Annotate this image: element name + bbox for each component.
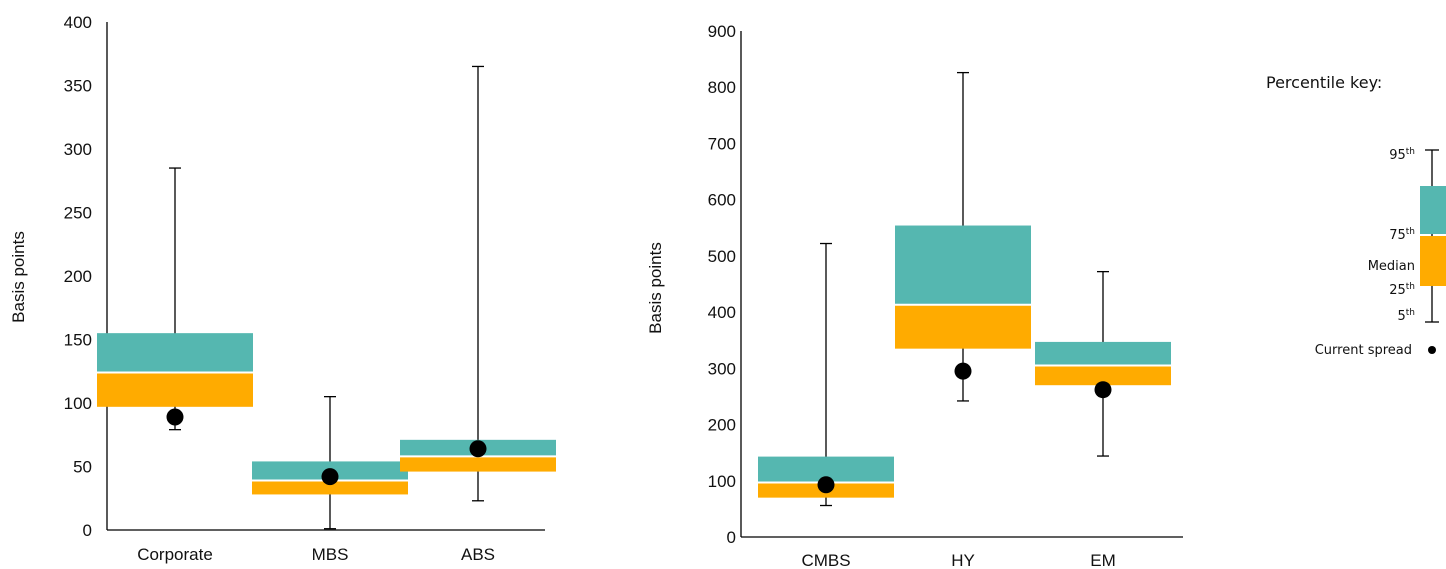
box-hy	[895, 71, 1031, 402]
y-tick-label: 800	[708, 78, 736, 97]
box-mbs	[252, 395, 408, 530]
box-lower-median-p25	[97, 372, 253, 407]
key-label-95th: 95th	[1389, 147, 1415, 163]
box-corporate	[97, 167, 253, 431]
box-upper-p75-median	[895, 225, 1031, 305]
y-tick-label: 200	[708, 416, 736, 435]
key-title: Percentile key:	[1266, 73, 1382, 92]
current-spread-marker	[817, 476, 835, 494]
y-tick-label: 50	[73, 458, 92, 477]
x-category-label: CMBS	[801, 551, 850, 569]
key-current-spread-marker	[1428, 346, 1436, 354]
key-label-current-spread: Current spread	[1315, 343, 1412, 358]
y-tick-label: 150	[64, 331, 92, 350]
y-tick-label: 350	[64, 77, 92, 96]
box-em	[1035, 270, 1171, 457]
left-box-chart: Basis points 0 50 100 150 200 250 300 350 400 Cor…	[9, 13, 556, 564]
y-tick-label: 0	[83, 521, 92, 540]
y-tick-label: 600	[708, 191, 736, 210]
box-lower-median-p25	[1035, 365, 1171, 386]
current-spread-marker	[954, 362, 972, 380]
x-category-label: ABS	[461, 545, 495, 564]
x-category-label: EM	[1090, 551, 1116, 569]
percentile-key: Percentile key: 95th 75th Median 25th 5t…	[1266, 73, 1446, 358]
y-tick-label: 100	[708, 472, 736, 491]
key-label-25th: 25th	[1389, 282, 1415, 298]
box-lower-median-p25	[400, 456, 556, 472]
key-label-75th: 75th	[1389, 227, 1415, 243]
box-lower-median-p25	[895, 304, 1031, 349]
box-lower-median-p25	[252, 480, 408, 495]
y-tick-label: 900	[708, 22, 736, 41]
y-tick-label: 200	[64, 267, 92, 286]
y-tick-label: 300	[708, 359, 736, 378]
y-tick-label: 100	[64, 394, 92, 413]
y-tick-label: 700	[708, 134, 736, 153]
key-label-median: Median	[1368, 259, 1415, 274]
key-label-5th: 5th	[1397, 308, 1415, 324]
y-tick-label: 400	[708, 303, 736, 322]
current-spread-marker	[1094, 381, 1112, 399]
x-category-label: Corporate	[137, 545, 213, 564]
key-upper-box	[1420, 186, 1446, 234]
y-tick-label: 500	[708, 247, 736, 266]
box-upper-p75-median	[1035, 341, 1171, 366]
y-tick-label: 300	[64, 140, 92, 159]
box-cmbs	[758, 242, 894, 507]
x-category-label: HY	[951, 551, 975, 569]
y-tick-label: 400	[64, 13, 92, 32]
box-upper-p75-median	[97, 333, 253, 373]
left-y-axis-label: Basis points	[9, 231, 28, 323]
y-tick-label: 0	[727, 528, 736, 547]
x-category-label: MBS	[312, 545, 349, 564]
right-box-chart: Basis points 0 100 200 300 400 500 600 700 800 90…	[646, 22, 1183, 569]
current-spread-marker	[321, 468, 339, 486]
current-spread-marker	[469, 440, 487, 458]
key-lower-box	[1420, 236, 1446, 286]
y-tick-label: 250	[64, 204, 92, 223]
right-y-axis-label: Basis points	[646, 242, 665, 334]
current-spread-marker	[166, 408, 184, 426]
box-abs	[400, 65, 556, 502]
